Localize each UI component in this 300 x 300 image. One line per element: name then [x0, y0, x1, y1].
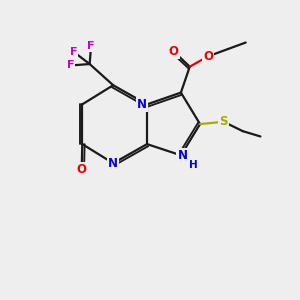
- Text: O: O: [169, 45, 178, 58]
- Text: F: F: [67, 61, 74, 70]
- Text: O: O: [77, 163, 87, 176]
- Text: F: F: [87, 41, 95, 51]
- Text: S: S: [219, 115, 228, 128]
- Text: N: N: [177, 149, 188, 162]
- Text: F: F: [70, 47, 77, 57]
- Text: O: O: [203, 50, 213, 63]
- Text: N: N: [137, 98, 147, 111]
- Text: N: N: [108, 157, 118, 170]
- Text: H: H: [189, 160, 198, 170]
